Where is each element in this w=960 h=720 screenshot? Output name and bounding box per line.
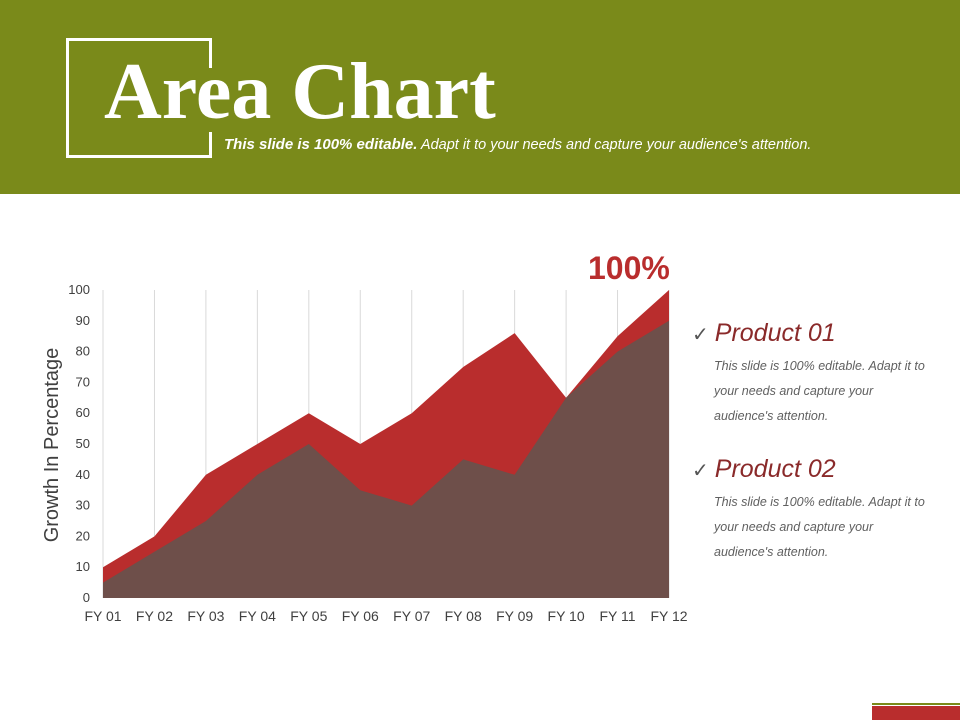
y-tick-label: 80: [76, 344, 90, 359]
y-axis-label: Growth In Percentage: [41, 348, 63, 543]
chart-areas: [103, 290, 669, 598]
x-tick-label: FY 05: [290, 608, 327, 624]
y-tick-label: 50: [76, 436, 90, 451]
x-tick-label: FY 07: [393, 608, 430, 624]
legend-product-01-label: Product 01: [714, 319, 836, 347]
peak-callout: 100%: [588, 250, 670, 286]
y-tick-label: 100: [68, 282, 90, 297]
x-tick-label: FY 02: [136, 608, 173, 624]
legend-product-01: ✓ Product 01 This slide is 100% editable.…: [692, 318, 942, 429]
legend-product-02: ✓ Product 02 This slide is 100% editable.…: [692, 454, 942, 565]
footer-accent-line: [872, 703, 960, 705]
x-tick-label: FY 11: [600, 608, 636, 624]
x-tick-label: FY 09: [496, 608, 533, 624]
y-tick-label: 20: [76, 528, 90, 543]
slide-title: Area Chart: [104, 48, 496, 136]
header-banner: Area Chart This slide is 100% editable. …: [0, 0, 960, 194]
x-tick-label: FY 06: [342, 608, 379, 624]
title-frame-edge-bottom: [209, 132, 212, 155]
x-tick-label: FY 01: [84, 608, 121, 624]
x-tick-label: FY 04: [239, 608, 276, 624]
x-axis-ticks: FY 01 FY 02 FY 03 FY 04 FY 05 FY 06 FY 07 FY 08…: [84, 608, 687, 624]
title-frame-edge-top: [209, 38, 212, 68]
legend-product-01-title: ✓ Product 01: [692, 318, 942, 350]
y-tick-label: 10: [76, 559, 90, 574]
y-tick-label: 0: [83, 590, 90, 605]
title-frame: [66, 38, 212, 158]
y-tick-label: 40: [76, 467, 90, 482]
legend-product-02-desc: This slide is 100% editable. Adapt it to…: [714, 495, 925, 559]
x-tick-label: FY 03: [187, 608, 224, 624]
legend-product-02-label: Product 02: [714, 455, 836, 483]
y-tick-label: 30: [76, 498, 90, 513]
legend-product-01-desc: This slide is 100% editable. Adapt it to…: [714, 359, 925, 423]
check-icon: ✓: [692, 324, 709, 346]
footer-accent-bar: [872, 706, 960, 720]
y-axis-ticks: 0 10 20 30 40 50 60 70 80 90 100: [68, 282, 90, 605]
y-tick-label: 60: [76, 405, 90, 420]
x-tick-label: FY 08: [445, 608, 482, 624]
legend-product-02-title: ✓ Product 02: [692, 454, 942, 486]
area-series-2: [103, 320, 669, 598]
slide-subtitle: This slide is 100% editable. Adapt it to…: [224, 136, 811, 153]
x-tick-label: FY 12: [650, 608, 687, 624]
subtitle-lead: This slide is 100% editable.: [224, 136, 418, 153]
check-icon: ✓: [692, 460, 709, 482]
x-tick-label: FY 10: [548, 608, 585, 624]
y-tick-label: 90: [76, 313, 90, 328]
subtitle-rest: Adapt it to your needs and capture your …: [417, 137, 812, 153]
y-tick-label: 70: [76, 374, 90, 389]
